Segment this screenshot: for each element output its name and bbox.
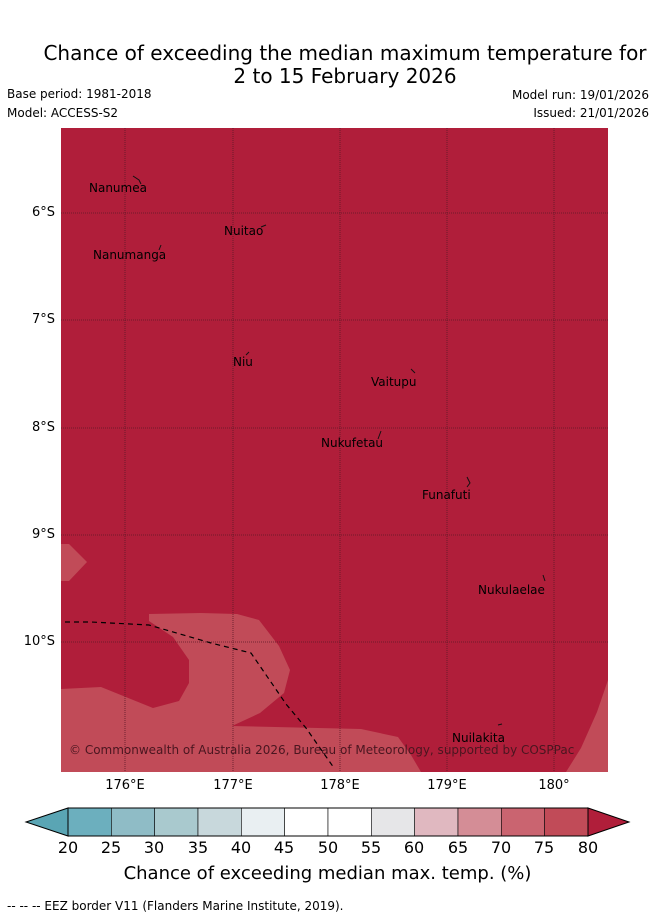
colorbar-segment [241, 807, 285, 837]
island-outlines [132, 175, 546, 726]
title-line-2: 2 to 15 February 2026 [233, 64, 457, 88]
lon-label-178e: 178°E [320, 778, 360, 793]
colorbar-tick-45: 45 [273, 838, 295, 857]
place-label-nukufetau: Nukufetau [321, 436, 383, 450]
colorbar-tick-65: 65 [447, 838, 469, 857]
colorbar-segment [544, 807, 589, 837]
colorbar-segment [414, 807, 459, 837]
lighter-region-west [61, 544, 87, 581]
lon-label-179e: 179°E [427, 778, 467, 793]
place-label-nanumanga: Nanumanga [93, 248, 166, 262]
colorbar-segment [457, 807, 502, 837]
lighter-region-southeast [566, 680, 608, 772]
place-labels: Nanumea Nuitao Nanumanga Niu Vaitupu Nuk… [89, 181, 545, 745]
place-label-niu: Niu [233, 355, 253, 369]
lat-label-7s: 7°S [31, 312, 55, 327]
place-label-nuilakita: Nuilakita [452, 731, 505, 745]
title-line-1: Chance of exceeding the median maximum t… [43, 41, 647, 65]
colorbar-segment [284, 807, 329, 837]
colorbar-tick-25: 25 [100, 838, 122, 857]
place-label-vaitupu: Vaitupu [371, 375, 417, 389]
model-name: Model: ACCESS-S2 [7, 106, 119, 120]
colorbar-tick-50: 50 [317, 838, 339, 857]
map: Nanumea Nuitao Nanumanga Niu Vaitupu Nuk… [61, 128, 608, 772]
place-label-nuitao: Nuitao [224, 224, 263, 238]
colorbar-segment [197, 807, 242, 837]
lat-label-9s: 9°S [31, 527, 55, 542]
colorbar-tick-30: 30 [143, 838, 165, 857]
eez-footnote: -- -- -- EEZ border V11 (Flanders Marine… [7, 899, 344, 913]
colorbar-segment [501, 807, 545, 837]
colorbar-tick-70: 70 [490, 838, 512, 857]
ocean-fill [61, 128, 608, 772]
colorbar-label: Chance of exceeding median max. temp. (%… [123, 863, 532, 884]
colorbar-frame [67, 807, 589, 837]
place-label-nanumea: Nanumea [89, 181, 147, 195]
lat-label-8s: 8°S [31, 420, 55, 435]
colorbar-segment [154, 807, 199, 837]
colorbar-segment [327, 807, 372, 837]
colorbar-segment [111, 807, 155, 837]
colorbar-tick-55: 55 [360, 838, 382, 857]
colorbar-tick-20: 20 [57, 838, 79, 857]
lon-label-177e: 177°E [213, 778, 253, 793]
colorbar [24, 807, 631, 837]
colorbar-arrow-low [24, 807, 69, 837]
model-run: Model run: 19/01/2026 [511, 88, 649, 102]
graticule [61, 128, 608, 772]
copyright-notice: © Commonwealth of Australia 2026, Bureau… [69, 743, 574, 757]
colorbar-tick-80: 80 [577, 838, 599, 857]
lighter-region-south [61, 613, 421, 772]
colorbar-tick-35: 35 [187, 838, 209, 857]
colorbar-tick-60: 60 [403, 838, 425, 857]
colorbar-segments [67, 807, 589, 837]
place-label-funafuti: Funafuti [422, 488, 471, 502]
issued-date: Issued: 21/01/2026 [533, 106, 649, 120]
colorbar-segment [371, 807, 415, 837]
base-period: Base period: 1981-2018 [7, 87, 152, 101]
place-label-nukulaelae: Nukulaelae [478, 583, 545, 597]
colorbar-segment [67, 807, 112, 837]
colorbar-tick-75: 75 [533, 838, 555, 857]
lon-label-176e: 176°E [105, 778, 145, 793]
lat-label-6s: 6°S [31, 205, 55, 220]
colorbar-arrow-high [587, 807, 631, 837]
lon-label-180: 180° [538, 778, 570, 793]
colorbar-tick-40: 40 [230, 838, 252, 857]
lat-label-10s: 10°S [23, 634, 55, 649]
